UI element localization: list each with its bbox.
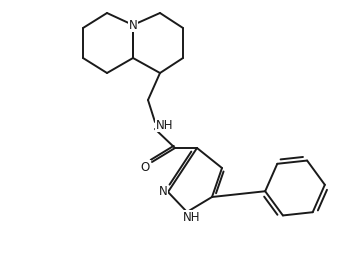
Text: NH: NH xyxy=(183,211,201,224)
Text: N: N xyxy=(159,185,167,198)
Text: NH: NH xyxy=(156,119,174,132)
Text: N: N xyxy=(128,18,137,31)
Text: O: O xyxy=(141,160,150,173)
